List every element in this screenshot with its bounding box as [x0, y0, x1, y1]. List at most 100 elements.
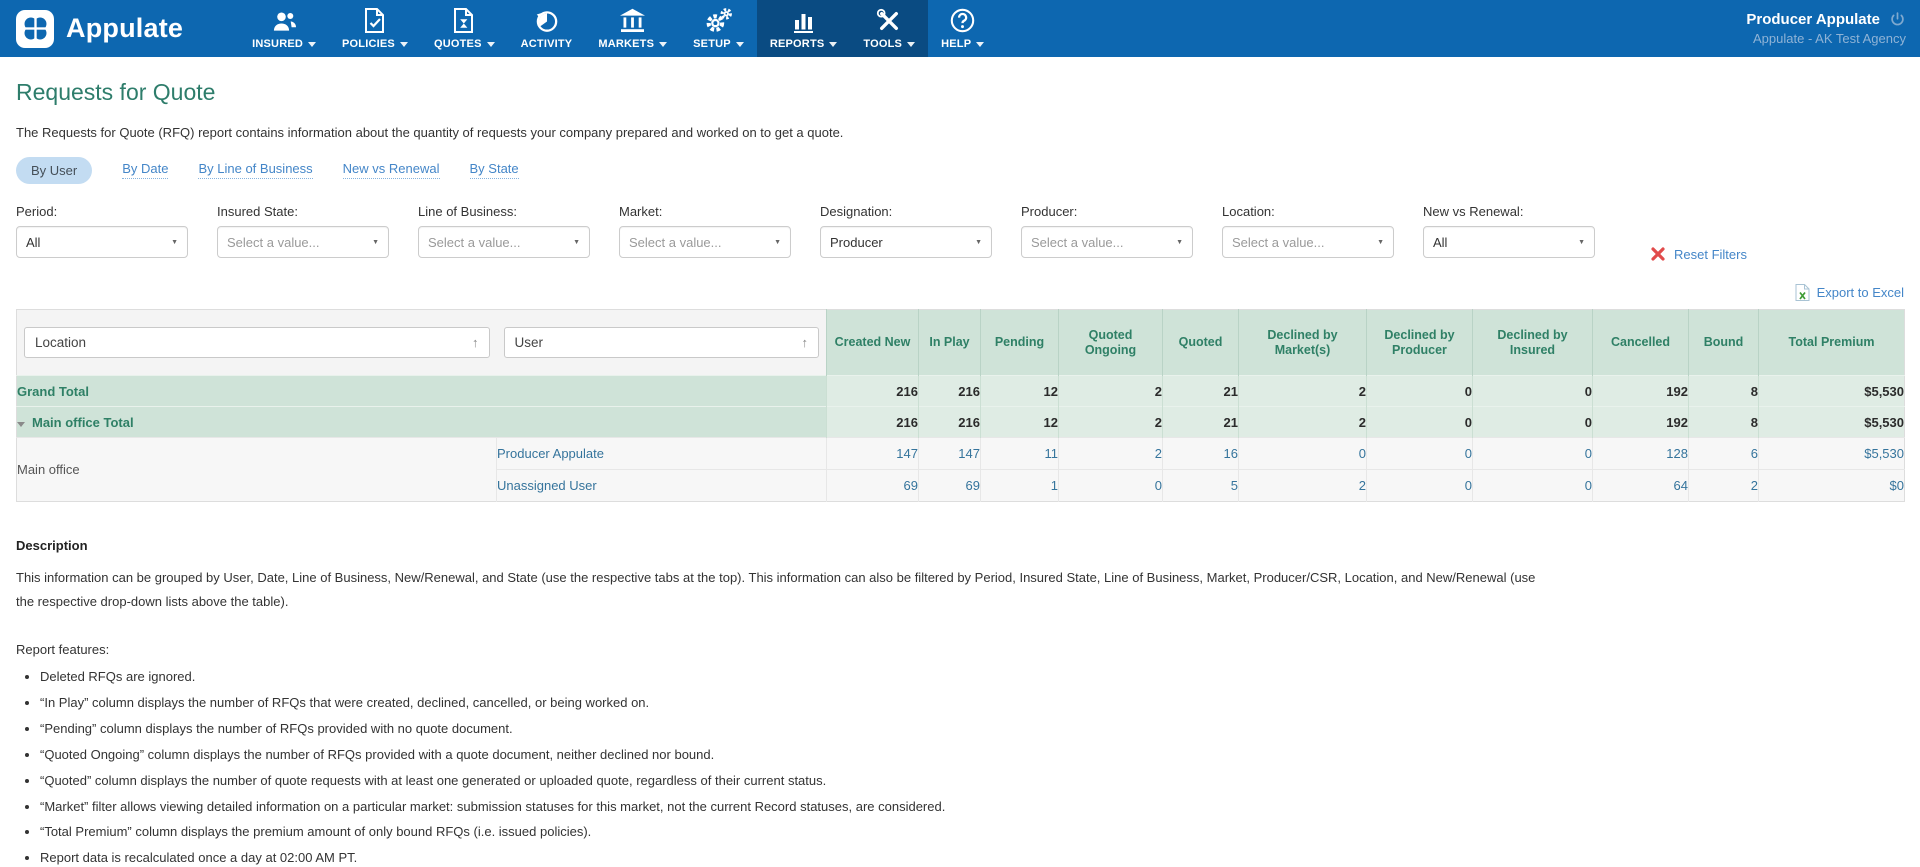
nav-label-setup: SETUP — [693, 38, 731, 50]
chevron-down-icon — [907, 41, 916, 47]
tab-by-user[interactable]: By User — [16, 156, 93, 184]
filter-producer: Producer: Select a value... ▼ — [1021, 204, 1193, 270]
grand-total-label: Grand Total — [16, 375, 827, 407]
logout-icon[interactable] — [1889, 11, 1906, 28]
designation-select[interactable]: Producer ▼ — [820, 226, 992, 258]
description-body: This information can be grouped by User,… — [16, 570, 1536, 610]
appulate-clover-icon — [16, 9, 54, 48]
filter-label: Location: — [1222, 204, 1275, 219]
nav-label-markets: MARKETS — [598, 38, 655, 50]
filter-label: Designation: — [820, 204, 893, 219]
filter-label: Market: — [619, 204, 663, 219]
feature-item: Deleted RFQs are ignored. — [40, 669, 1904, 686]
column-header-bound: Bound — [1688, 309, 1759, 376]
column-header-quoted-ongoing: Quoted Ongoing — [1058, 309, 1163, 376]
tools-icon — [876, 7, 902, 34]
user-area: Producer Appulate Appulate - AK Test Age… — [1746, 0, 1920, 57]
line-of-business-select[interactable]: Select a value... ▼ — [418, 226, 590, 258]
agency-name: Appulate - AK Test Agency — [1753, 31, 1906, 46]
collapse-group-icon[interactable] — [17, 421, 25, 427]
dropdown-caret-icon: ▼ — [1578, 238, 1585, 246]
location-cell: Main office — [16, 437, 497, 502]
dropdown-caret-icon: ▼ — [975, 238, 982, 246]
nav-item-insured[interactable]: INSURED — [239, 0, 329, 57]
period-select[interactable]: All ▼ — [16, 226, 188, 258]
chevron-down-icon — [735, 41, 744, 47]
nav-item-reports[interactable]: REPORTS — [756, 0, 851, 57]
column-header-created-new: Created New — [826, 309, 919, 376]
nav-label-tools: TOOLS — [863, 38, 903, 50]
location-sort-header[interactable]: Location ↑ — [24, 327, 490, 358]
nav-item-tools[interactable]: TOOLS — [850, 0, 929, 57]
chevron-down-icon — [659, 41, 668, 47]
user-link[interactable]: Unassigned User — [496, 469, 827, 502]
brand-name: Appulate — [66, 13, 184, 43]
dropdown-caret-icon: ▼ — [1176, 238, 1183, 246]
report-features-heading: Report features: — [16, 642, 110, 658]
market-select[interactable]: Select a value... ▼ — [619, 226, 791, 258]
chevron-down-icon — [829, 41, 838, 47]
feature-item: “In Play” column displays the number of … — [40, 695, 1904, 712]
feature-item: “Pending” column displays the number of … — [40, 721, 1904, 738]
export-to-excel-button[interactable]: Export to Excel — [1795, 284, 1904, 301]
producer-select[interactable]: Select a value... ▼ — [1021, 226, 1193, 258]
tab-new-vs-renewal[interactable]: New vs Renewal — [342, 161, 440, 179]
new-vs-renewal-select[interactable]: All ▼ — [1423, 226, 1595, 258]
rfq-report-table: Location ↑ User ↑ Created New In Play Pe… — [16, 309, 1905, 502]
dropdown-caret-icon: ▼ — [171, 238, 178, 246]
feature-item: “Quoted Ongoing” column displays the num… — [40, 747, 1904, 764]
feature-item: “Total Premium” column displays the prem… — [40, 824, 1904, 841]
bank-icon — [618, 7, 647, 34]
tab-by-line-of-business[interactable]: By Line of Business — [198, 161, 313, 179]
filter-label: Producer: — [1021, 204, 1078, 219]
chevron-down-icon — [399, 41, 408, 47]
filter-label: Period: — [16, 204, 58, 219]
filter-new-vs-renewal: New vs Renewal: All ▼ — [1423, 204, 1595, 270]
app-logo[interactable]: Appulate — [0, 0, 183, 57]
description-heading: Description — [16, 538, 88, 553]
location-select[interactable]: Select a value... ▼ — [1222, 226, 1394, 258]
filter-period: Period: All ▼ — [16, 204, 188, 270]
grand-total-row: Grand Total 216 216 12 2 21 2 0 0 192 8 … — [16, 375, 1905, 407]
nav-item-help[interactable]: HELP — [928, 0, 997, 57]
table-header-row: Location ↑ User ↑ Created New In Play Pe… — [16, 309, 1905, 376]
insured-state-select[interactable]: Select a value... ▼ — [217, 226, 389, 258]
filter-insured-state: Insured State: Select a value... ▼ — [217, 204, 389, 270]
nav-label-reports: REPORTS — [769, 38, 825, 50]
nav-item-activity[interactable]: ACTIVITY — [508, 0, 586, 57]
nav-item-setup[interactable]: SETUP — [680, 0, 757, 57]
red-x-icon — [1650, 246, 1666, 262]
quote-document-icon — [453, 7, 475, 34]
nav-item-quotes[interactable]: QUOTES — [421, 0, 508, 57]
dropdown-caret-icon: ▼ — [1377, 238, 1384, 246]
filter-market: Market: Select a value... ▼ — [619, 204, 791, 270]
filter-label: Line of Business: — [418, 204, 518, 219]
reset-filters-button[interactable]: Reset Filters — [1650, 238, 1747, 270]
stopwatch-icon — [533, 7, 560, 34]
filter-designation: Designation: Producer ▼ — [820, 204, 992, 270]
user-sort-header[interactable]: User ↑ — [503, 327, 819, 358]
table-row: Unassigned User 69 69 1 0 5 2 0 0 64 2 $… — [17, 469, 1905, 502]
column-header-in-play: In Play — [918, 309, 981, 376]
column-header-pending: Pending — [980, 309, 1059, 376]
column-header-declined-by-insured: Declined by Insured — [1472, 309, 1593, 376]
chevron-down-icon — [308, 41, 317, 47]
tab-by-date[interactable]: By Date — [122, 161, 169, 179]
help-icon — [949, 7, 976, 34]
nav-item-policies[interactable]: POLICIES — [329, 0, 421, 57]
user-menu[interactable]: Producer Appulate — [1746, 11, 1880, 28]
dropdown-caret-icon: ▼ — [372, 238, 379, 246]
feature-item: Report data is recalculated once a day a… — [40, 850, 1904, 867]
bar-chart-icon — [791, 7, 817, 34]
sort-ascending-icon: ↑ — [472, 335, 479, 350]
filter-line-of-business: Line of Business: Select a value... ▼ — [418, 204, 590, 270]
page-title: Requests for Quote — [16, 79, 216, 105]
main-office-total-row: Main office Total 216 216 12 2 21 2 0 0 … — [16, 406, 1905, 438]
column-header-cancelled: Cancelled — [1592, 309, 1689, 376]
nav-label-activity: ACTIVITY — [520, 38, 573, 50]
nav-item-markets[interactable]: MARKETS — [585, 0, 680, 57]
tab-by-state[interactable]: By State — [469, 161, 519, 179]
filter-bar: Period: All ▼ Insured State: Select a val… — [16, 204, 1904, 270]
gears-icon — [704, 7, 733, 34]
user-link[interactable]: Producer Appulate — [496, 437, 827, 470]
